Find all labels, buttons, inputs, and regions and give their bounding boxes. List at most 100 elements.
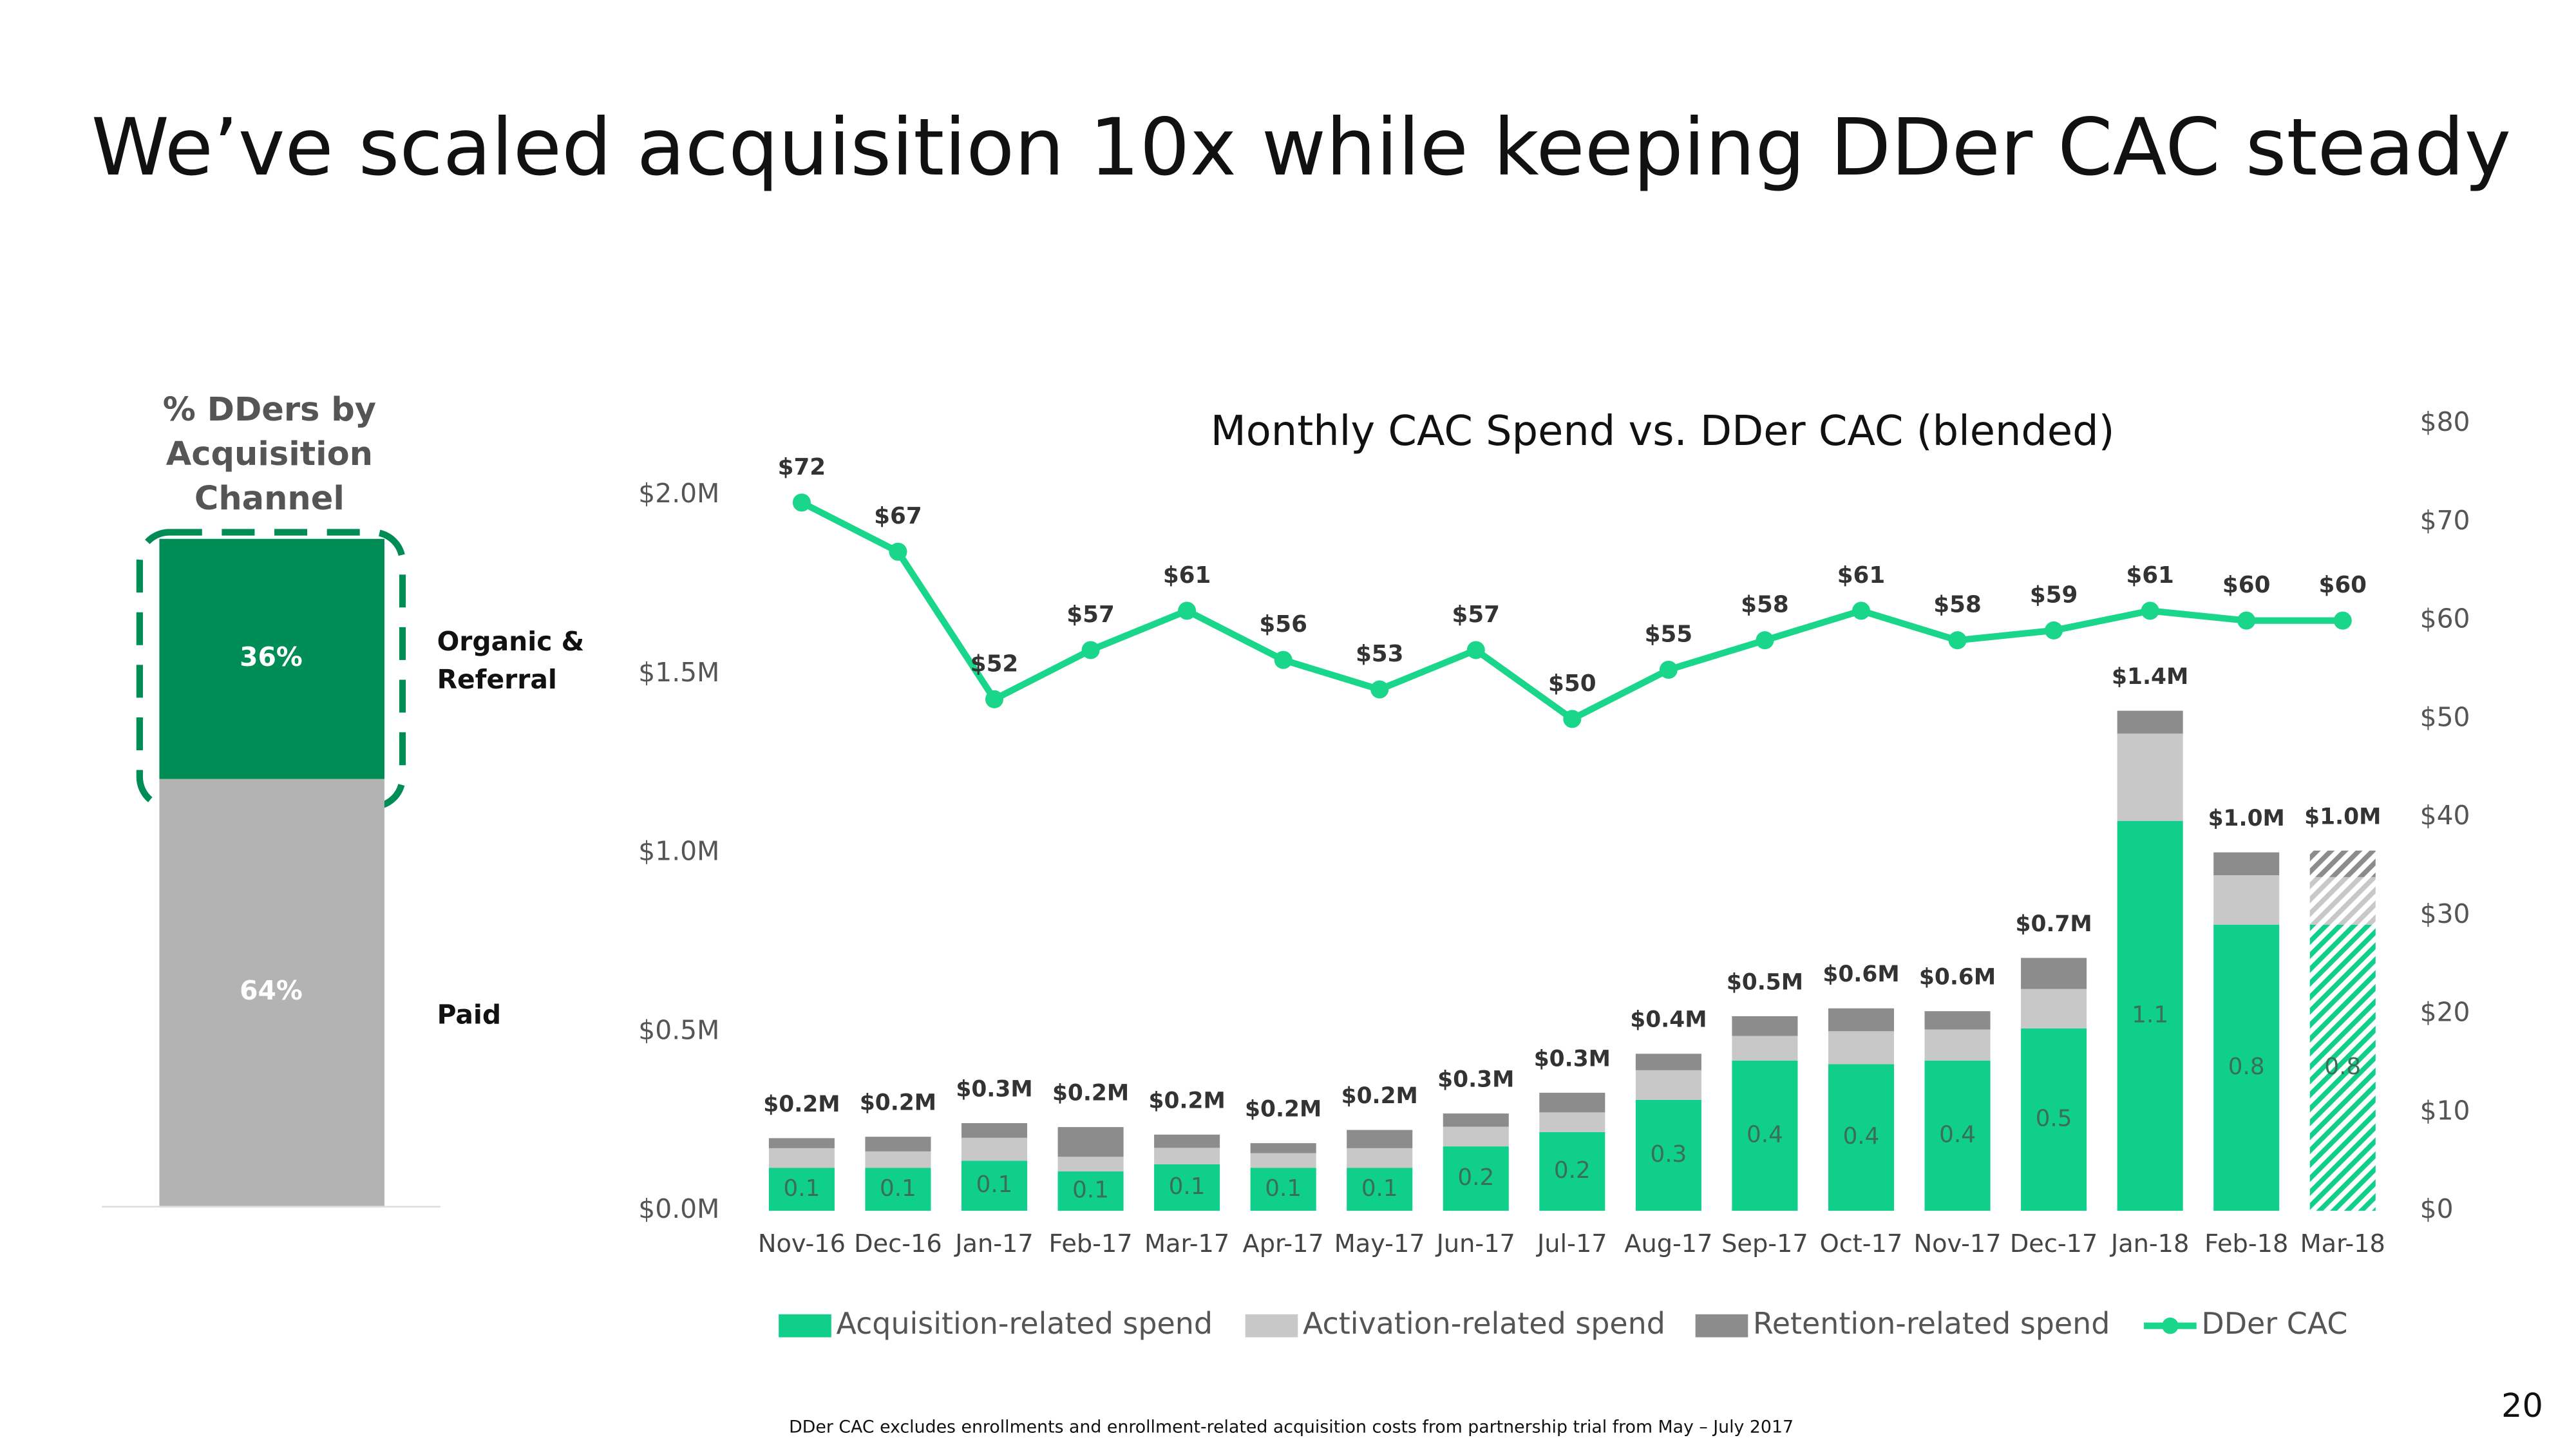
share-name: Organic & Referral	[437, 626, 585, 696]
cac-label: $72	[778, 454, 826, 480]
total-label: $0.6M	[1919, 965, 1996, 990]
total-label: $0.2M	[1341, 1083, 1418, 1109]
x-tick-label: Jan-17	[954, 1229, 1033, 1258]
footnote: DDer CAC excludes enrollments and enroll…	[789, 1417, 1794, 1437]
bar-segment	[1250, 1168, 1316, 1211]
cac-point	[1948, 631, 1967, 650]
total-label: $0.2M	[1245, 1097, 1321, 1122]
bar-segment	[1250, 1143, 1316, 1153]
cac-point	[889, 542, 907, 561]
bar-segment	[1635, 1099, 1701, 1211]
bar-segment	[1443, 1146, 1509, 1211]
bar-segment	[2309, 876, 2376, 925]
y-tick-label: $2.0M	[638, 478, 719, 509]
cac-label: $60	[2222, 572, 2271, 598]
cac-label: $52	[971, 650, 1019, 677]
x-tick-label: Oct-17	[1820, 1229, 1903, 1258]
x-tick-label: Jul-17	[1536, 1229, 1607, 1258]
total-label: $0.3M	[956, 1077, 1032, 1103]
total-label: $1.0M	[2208, 806, 2285, 831]
cac-label: $60	[2318, 572, 2367, 598]
share-bar	[159, 779, 384, 1206]
cac-point	[2141, 601, 2159, 620]
total-label: $0.3M	[1534, 1046, 1611, 1072]
cac-point	[1852, 601, 1871, 620]
y2-tick-label: $10	[2420, 1095, 2470, 1126]
total-label: $0.2M	[860, 1090, 936, 1116]
cac-point	[1081, 641, 1100, 659]
cac-point	[792, 493, 811, 512]
share-bar	[159, 538, 384, 779]
bar-segment	[1539, 1132, 1605, 1211]
bar-segment	[1154, 1134, 1220, 1148]
bar-segment	[1635, 1070, 1701, 1100]
y2-tick-label: $40	[2420, 800, 2470, 831]
bar-value-label: 0.8	[2324, 1054, 2361, 1080]
x-tick-label: Jun-17	[1435, 1229, 1515, 1258]
x-tick-label: Dec-17	[2010, 1229, 2098, 1258]
share-name: Paid	[437, 999, 502, 1030]
y2-tick-label: $70	[2420, 505, 2470, 536]
y2-tick-label: $60	[2420, 603, 2470, 634]
cac-label: $53	[1356, 641, 1404, 667]
x-tick-label: Aug-17	[1624, 1229, 1712, 1258]
highlight-frame	[136, 529, 406, 810]
bar-segment	[1250, 1153, 1316, 1168]
bar-value-label: 0.5	[2036, 1105, 2072, 1132]
y2-tick-label: $80	[2420, 406, 2470, 437]
share-label: 36%	[240, 641, 303, 672]
bar-value-label: 0.1	[784, 1175, 820, 1202]
bar-segment	[1635, 1054, 1701, 1070]
y-tick-label: $1.0M	[638, 836, 719, 867]
bar-segment	[1828, 1031, 1895, 1065]
bar-value-label: 1.1	[2132, 1001, 2168, 1028]
cac-point	[1274, 650, 1293, 669]
bar-segment	[961, 1160, 1028, 1211]
cac-label: $50	[1548, 670, 1596, 697]
x-tick-label: Feb-17	[1048, 1229, 1132, 1258]
bar-segment	[961, 1123, 1028, 1138]
bar-segment	[1924, 1060, 1991, 1211]
bar-segment	[1154, 1164, 1220, 1211]
share-label: 64%	[240, 975, 303, 1006]
total-label: $0.2M	[1052, 1081, 1129, 1106]
legend-swatch	[1245, 1314, 1298, 1338]
bar-segment	[865, 1151, 931, 1168]
cac-label: $58	[1741, 592, 1789, 618]
bar-segment	[1347, 1168, 1413, 1211]
cac-point	[1659, 660, 1678, 679]
y-tick-label: $0.0M	[638, 1193, 719, 1224]
cac-label: $61	[1163, 562, 1211, 589]
x-tick-label: Nov-17	[1913, 1229, 2001, 1258]
bar-segment	[1732, 1016, 1798, 1036]
legend-label: Retention-related spend	[1753, 1306, 2110, 1341]
cac-point	[2045, 621, 2063, 639]
bar-segment	[1154, 1148, 1220, 1164]
cac-label: $61	[1837, 562, 1886, 589]
total-label: $0.2M	[763, 1092, 840, 1117]
legend-swatch	[779, 1314, 831, 1338]
bar-segment	[1924, 1011, 1991, 1030]
total-label: $0.7M	[2016, 911, 2092, 937]
cac-label: $67	[874, 503, 922, 529]
bar-segment	[1539, 1112, 1605, 1132]
cac-point	[1466, 641, 1485, 659]
bar-segment	[1732, 1060, 1798, 1211]
chart-title: Monthly CAC Spend vs. DDer CAC (blended)	[1211, 408, 2115, 455]
cac-label: $55	[1645, 621, 1693, 647]
cac-point	[1370, 680, 1389, 699]
bar-segment	[1828, 1064, 1895, 1211]
total-label: $1.4M	[2112, 664, 2188, 690]
bar-value-label: 0.8	[2228, 1054, 2265, 1080]
total-label: $0.6M	[1823, 961, 1899, 987]
y-tick-label: $1.5M	[638, 657, 719, 688]
slide-title: We’ve scaled acquisition 10x while keepi…	[91, 101, 2511, 193]
x-tick-label: Jan-18	[2110, 1229, 2189, 1258]
bar-segment	[1057, 1127, 1124, 1157]
legend-label: DDer CAC	[2201, 1306, 2347, 1341]
bar-segment	[2021, 958, 2087, 989]
cac-label: $61	[2126, 562, 2174, 589]
bar-value-label: 0.2	[1457, 1164, 1494, 1191]
